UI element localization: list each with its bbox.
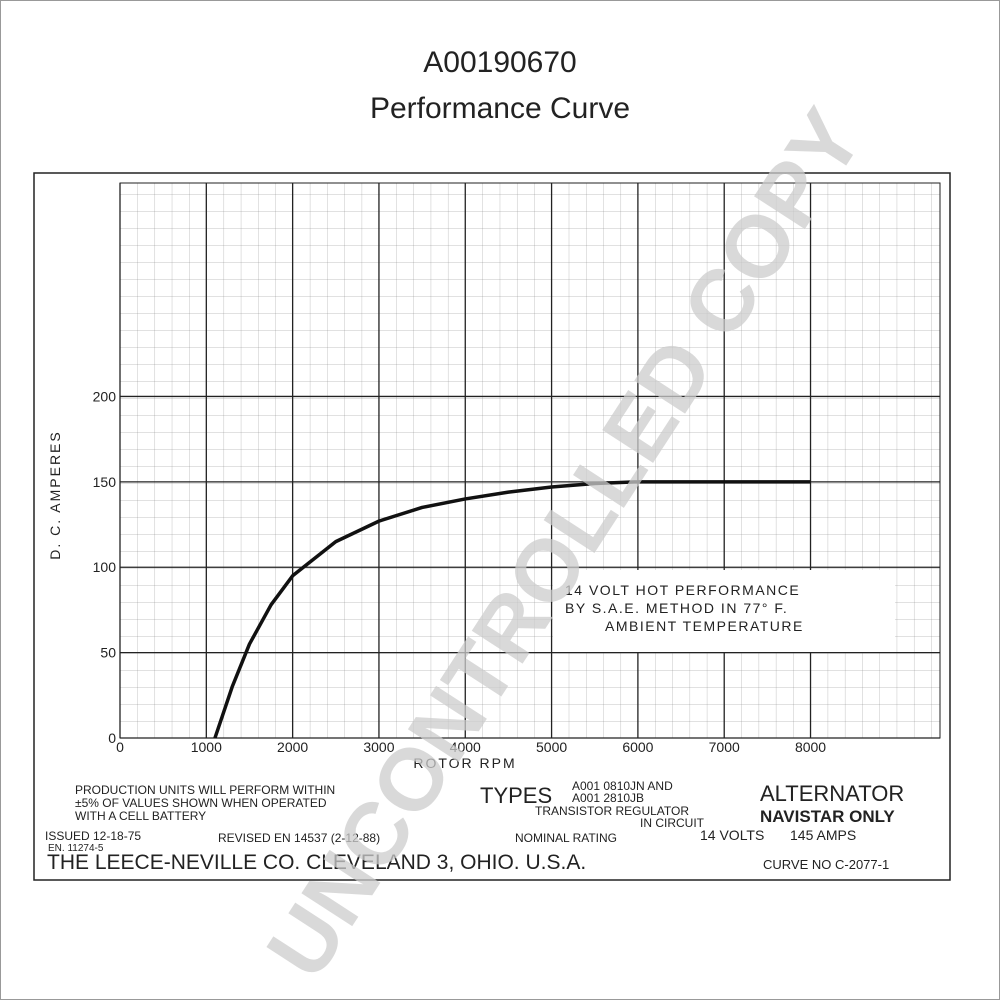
y-axis-label: D. C. AMPERES — [47, 430, 63, 559]
x-tick-label: 2000 — [277, 739, 308, 755]
footer-text: ISSUED 12-18-75 — [45, 829, 141, 843]
y-tick-label: 100 — [93, 559, 117, 575]
footer-text: 14 VOLTS — [700, 827, 764, 843]
y-tick-label: 50 — [100, 645, 116, 661]
annotation-text: 14 VOLT HOT PERFORMANCE — [565, 582, 800, 598]
sheet-frame — [33, 172, 951, 881]
data-line — [213, 480, 811, 739]
chart-title: A00190670 — [423, 46, 577, 79]
x-tick-label: 1000 — [191, 739, 222, 755]
x-tick-label: 7000 — [709, 739, 740, 755]
footer-text: 145 AMPS — [790, 827, 856, 843]
footer-text: REVISED EN 14537 (2-12-88) — [218, 831, 380, 845]
y-tick-label: 150 — [93, 474, 117, 490]
footer-text: TRANSISTOR REGULATOR — [535, 804, 689, 818]
chart-subtitle: Performance Curve — [370, 92, 630, 125]
footer-text: A001 0810JN AND — [572, 779, 673, 793]
footer-text: A001 2810JB — [572, 791, 644, 805]
footer-text: TYPES — [480, 783, 552, 808]
annotation-text: BY S.A.E. METHOD IN 77° F. — [565, 600, 788, 616]
x-tick-label: 8000 — [795, 739, 826, 755]
x-tick-label: 5000 — [536, 739, 567, 755]
x-axis-label: ROTOR RPM — [413, 755, 516, 771]
x-tick-label: 4000 — [450, 739, 481, 755]
footer-text: EN. 11274-5 — [48, 843, 104, 854]
footer-text: CURVE NO C-2077-1 — [763, 857, 889, 872]
y-tick-label: 200 — [93, 388, 117, 404]
footer-text: IN CIRCUIT — [640, 816, 705, 830]
annotation-box — [553, 570, 895, 652]
annotation-text: AMBIENT TEMPERATURE — [605, 618, 804, 634]
footer-text: THE LEECE-NEVILLE CO. CLEVELAND 3, OHIO.… — [47, 851, 586, 874]
footer-text: ±5% OF VALUES SHOWN WHEN OPERATED — [75, 796, 327, 810]
footer-text: NOMINAL RATING — [515, 831, 617, 845]
footer-text: PRODUCTION UNITS WILL PERFORM WITHIN — [75, 783, 335, 797]
x-tick-label: 6000 — [622, 739, 653, 755]
x-tick-label: 0 — [116, 739, 124, 755]
footer-text: ALTERNATOR — [760, 781, 904, 806]
x-tick-label: 3000 — [363, 739, 394, 755]
footer-text: NAVISTAR ONLY — [760, 807, 895, 826]
footer-text: WITH A CELL BATTERY — [75, 809, 206, 823]
y-tick-label: 0 — [108, 730, 116, 746]
